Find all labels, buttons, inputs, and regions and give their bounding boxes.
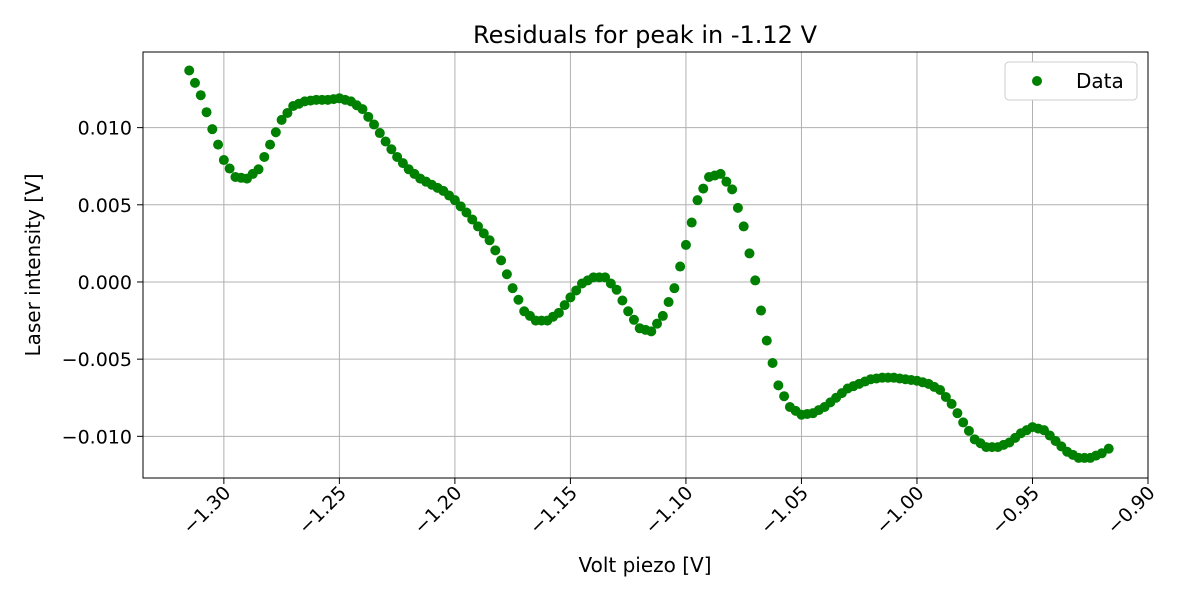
data-point	[213, 139, 224, 150]
data-point	[490, 245, 501, 256]
data-point	[756, 305, 767, 316]
data-point	[732, 202, 743, 213]
data-point	[652, 318, 663, 329]
x-tick-label: −1.15	[525, 482, 582, 539]
data-point	[767, 358, 778, 369]
data-point	[773, 380, 784, 391]
legend-box	[1004, 61, 1138, 101]
data-point	[357, 104, 368, 115]
x-tick-label: −1.20	[410, 482, 467, 539]
data-point	[507, 283, 518, 294]
data-point	[669, 283, 680, 294]
x-tick-label: −0.90	[1103, 482, 1160, 539]
data-point	[958, 417, 969, 428]
data-point	[369, 119, 380, 130]
y-axis-label: Laser intensity [V]	[21, 173, 45, 356]
data-point	[565, 292, 576, 303]
data-point	[484, 235, 495, 246]
data-point	[571, 285, 582, 296]
data-point	[952, 408, 963, 419]
data-point	[663, 297, 674, 308]
data-point	[779, 391, 790, 402]
data-point	[727, 184, 738, 195]
data-point	[680, 239, 691, 250]
x-tick-label: −0.95	[987, 482, 1044, 539]
data-point	[253, 164, 264, 175]
data-point	[675, 261, 686, 272]
data-point	[282, 107, 293, 118]
data-point	[201, 107, 212, 118]
data-point	[553, 307, 564, 318]
data-point	[946, 398, 957, 409]
data-point	[611, 284, 622, 295]
y-tick-label: 0.005	[78, 195, 132, 217]
x-tick-label: −1.30	[179, 482, 236, 539]
data-point	[1103, 443, 1114, 454]
data-point	[195, 90, 206, 101]
data-point	[386, 144, 397, 155]
data-point	[623, 306, 634, 317]
x-tick-label: −1.00	[872, 482, 929, 539]
legend-label: Data	[1076, 69, 1124, 93]
data-point	[207, 124, 218, 135]
x-axis-ticks: −1.30 −1.25 −1.20 −1.15 −1.10 −1.05 −1.00 −0.95…	[179, 478, 1160, 539]
y-tick-label: 0.000	[78, 272, 132, 294]
data-point	[935, 385, 946, 396]
chart-title: Residuals for peak in -1.12 V	[473, 21, 818, 49]
data-point	[265, 139, 276, 150]
y-axis-ticks: 0.010 0.005 0.000 −0.005 −0.010	[62, 118, 143, 448]
grid	[143, 52, 1149, 478]
data-point	[461, 207, 472, 218]
y-tick-label: 0.010	[78, 118, 132, 140]
data-point	[224, 163, 235, 174]
data-point	[513, 294, 524, 305]
x-axis-label: Volt piezo [V]	[578, 553, 711, 577]
data-point	[467, 214, 478, 225]
y-tick-label: −0.005	[62, 349, 132, 371]
data-point	[189, 77, 200, 88]
data-point	[478, 228, 489, 239]
data-point	[380, 136, 391, 147]
data-point	[761, 335, 772, 346]
data-point	[744, 248, 755, 259]
data-point	[692, 195, 703, 206]
data-point	[738, 221, 749, 232]
data-point	[686, 217, 697, 228]
x-tick-label: −1.10	[641, 482, 698, 539]
data-point	[259, 151, 270, 162]
data-point	[559, 300, 570, 311]
legend: Data	[1004, 61, 1138, 101]
plot-frame	[142, 51, 1149, 479]
data-point	[750, 275, 761, 286]
y-tick-label: −0.010	[62, 426, 132, 448]
data-point	[473, 221, 483, 232]
data-point	[218, 155, 229, 166]
data-point	[496, 255, 507, 266]
data-point	[657, 310, 668, 321]
x-tick-label: −1.05	[756, 482, 813, 539]
data-point	[646, 326, 657, 337]
data-point	[363, 111, 374, 122]
x-tick-label: −1.25	[294, 482, 351, 539]
data-point	[721, 176, 732, 187]
data-points	[184, 65, 1114, 463]
data-point	[963, 425, 974, 436]
data-point	[698, 183, 709, 194]
data-point	[270, 127, 281, 138]
data-point	[184, 65, 195, 76]
legend-marker	[1032, 76, 1042, 86]
data-point	[617, 295, 628, 306]
data-point	[276, 114, 287, 125]
data-point	[940, 391, 951, 402]
data-point	[628, 314, 639, 325]
data-point	[715, 168, 726, 179]
data-point	[501, 269, 512, 280]
data-point	[374, 128, 385, 139]
